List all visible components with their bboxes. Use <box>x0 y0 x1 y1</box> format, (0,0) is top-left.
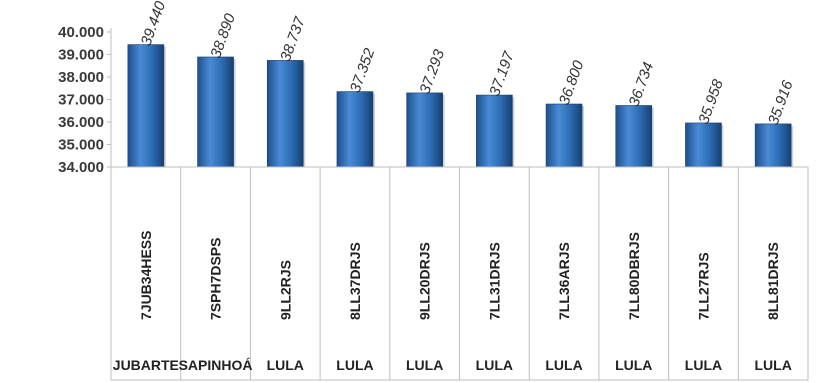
axis-layer: 34.000 35.000 36.000 37.000 38.000 39.000 40.0… <box>58 24 111 176</box>
bar <box>407 93 443 167</box>
category-label: 7SPH7DSPS <box>208 238 224 320</box>
group-label: SAPINHOÁ <box>179 357 253 373</box>
bar <box>128 45 164 167</box>
data-label: 37.352 <box>347 45 379 95</box>
group-label: LULA <box>545 357 582 373</box>
y-tick-label: 39.000 <box>58 47 104 64</box>
data-label: 37.293 <box>416 47 448 97</box>
group-label: LULA <box>406 357 443 373</box>
y-tick-label: 38.000 <box>58 69 104 86</box>
y-tick-label: 34.000 <box>58 159 104 176</box>
data-label: 38.890 <box>207 11 239 61</box>
category-label: 7JUB34HESS <box>138 231 154 321</box>
bar <box>337 92 373 167</box>
group-label: LULA <box>336 357 373 373</box>
data-labels-layer: 39.440 38.890 38.737 37.352 37.293 37.197 36.8… <box>138 0 797 127</box>
y-tick-label: 36.000 <box>58 114 104 131</box>
category-axis-layer: 7JUB34HESS JUBARTE 7SPH7DSPS SAPINHOÁ 9LL2RJ… <box>111 167 808 380</box>
group-label: LULA <box>615 357 652 373</box>
data-label: 38.737 <box>277 14 309 64</box>
data-label: 39.440 <box>138 0 170 48</box>
bar <box>198 57 234 167</box>
category-label: 7LL80DBRJS <box>626 232 642 320</box>
category-label: 9LL20DRJS <box>417 242 433 320</box>
bar <box>755 124 791 167</box>
bar <box>546 104 582 167</box>
data-label: 36.800 <box>556 58 588 108</box>
category-label: 8LL37DRJS <box>347 242 363 320</box>
data-label: 36.734 <box>626 60 658 109</box>
y-tick-label: 40.000 <box>58 24 104 41</box>
category-label: 8LL81DRJS <box>765 242 781 320</box>
bar <box>616 105 652 167</box>
data-label: 37.197 <box>486 49 518 99</box>
y-tick-label: 35.000 <box>58 137 104 154</box>
group-label: LULA <box>685 357 722 373</box>
category-label: 7LL36ARJS <box>556 242 572 320</box>
category-label: 9LL2RJS <box>277 260 293 320</box>
group-label: LULA <box>476 357 513 373</box>
group-label: JUBARTE <box>113 357 179 373</box>
category-label: 7LL31DRJS <box>486 242 502 320</box>
category-label: 7LL27RJS <box>695 252 711 320</box>
data-label: 35.916 <box>765 78 797 128</box>
group-label: LULA <box>754 357 791 373</box>
group-label: LULA <box>267 357 304 373</box>
bar <box>685 123 721 167</box>
bar <box>476 95 512 167</box>
bar <box>267 60 303 167</box>
bars-layer <box>128 45 793 167</box>
data-label: 35.958 <box>695 77 727 127</box>
y-tick-label: 37.000 <box>58 92 104 109</box>
